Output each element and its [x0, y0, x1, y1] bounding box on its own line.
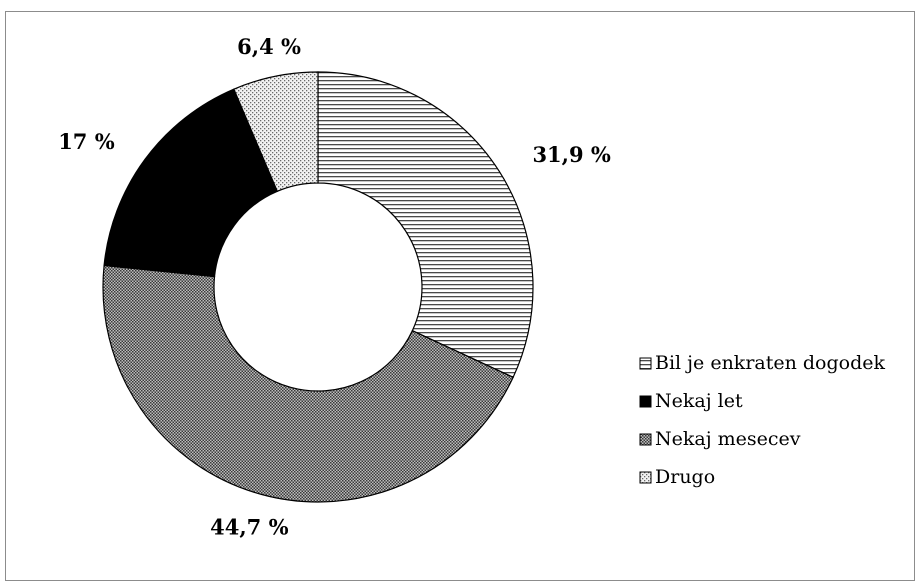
legend-item-nekaj-let: Nekaj let [639, 390, 743, 412]
legend-item-nekaj-mesecev: Nekaj mesecev [639, 428, 801, 450]
legend-label: Drugo [655, 466, 715, 488]
legend-item-bil-je-enkraten-dogodek: Bil je enkraten dogodek [639, 352, 886, 374]
data-label-nekaj-let: 17 % [58, 129, 115, 154]
legend-swatch [639, 357, 652, 370]
data-label-nekaj-mesecev: 44,7 % [210, 514, 288, 539]
data-label-drugo: 6,4 % [237, 34, 301, 59]
donut-slice-nekaj-mesecev [102, 264, 514, 503]
legend-label: Bil je enkraten dogodek [655, 352, 886, 374]
legend-item-drugo: Drugo [639, 466, 715, 488]
legend-label: Nekaj mesecev [655, 428, 801, 450]
legend-swatch [639, 433, 652, 446]
legend-label: Nekaj let [655, 390, 743, 412]
legend-swatch [639, 395, 652, 408]
data-label-bil-je-enkraten-dogodek: 31,9 % [532, 142, 610, 167]
donut-slice-bil-je-enkraten-dogodek [317, 71, 534, 379]
legend-swatch [639, 471, 652, 484]
donut-slice-nekaj-let [103, 88, 279, 278]
donut-slice-drugo [233, 71, 319, 193]
